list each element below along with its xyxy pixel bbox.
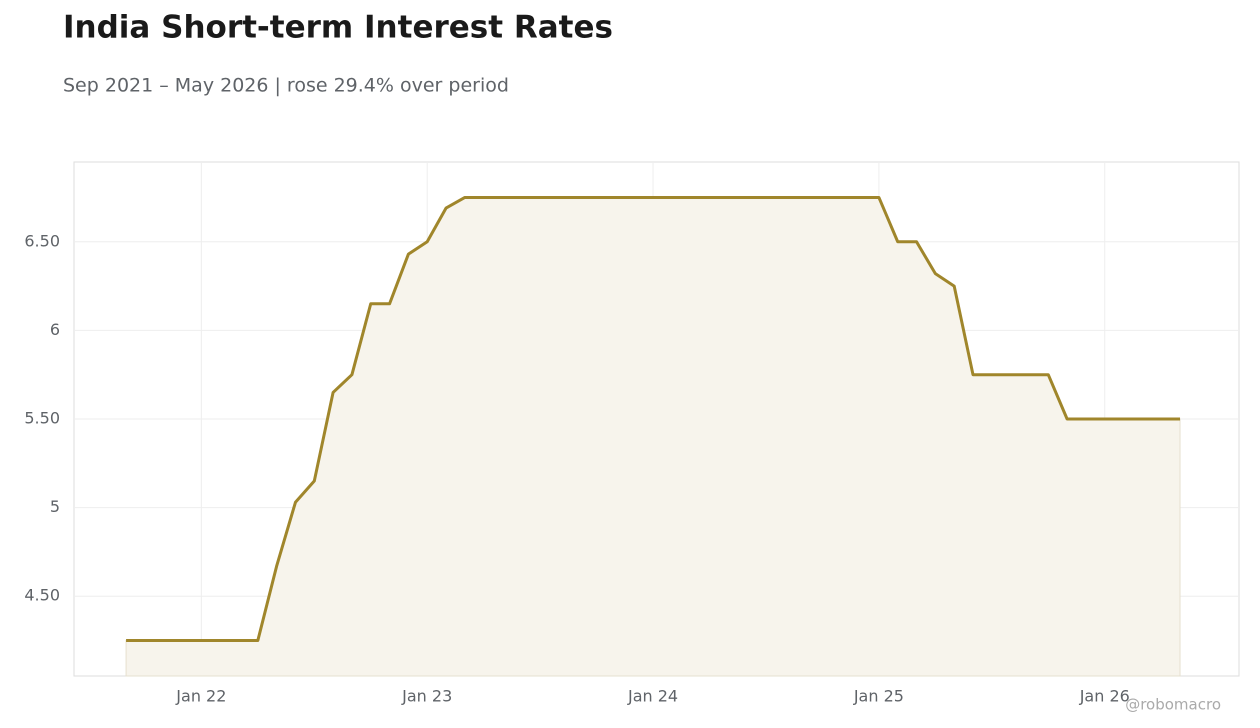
x-tick-label: Jan 23 — [401, 687, 452, 706]
y-tick-label: 6 — [50, 320, 60, 339]
x-tick-label: Jan 26 — [1079, 687, 1130, 706]
marks — [125, 195, 1181, 677]
watermark: @robomacro — [1125, 696, 1221, 714]
x-tick-label: Jan 25 — [853, 687, 904, 706]
chart-subtitle: Sep 2021 – May 2026 | rose 29.4% over pe… — [63, 75, 509, 97]
y-tick-label: 4.50 — [24, 586, 60, 605]
y-tick-label: 5 — [50, 497, 60, 516]
area — [125, 196, 1181, 677]
y-tick-label: 5.50 — [24, 409, 60, 428]
chart-title: India Short-term Interest Rates — [63, 10, 613, 46]
x-tick-label: Jan 24 — [627, 687, 678, 706]
line — [126, 195, 1181, 643]
labels: 4.50 5 5.50 6 6.50 Jan 22 Jan 23 Jan 24 Jan 25 Ja… — [24, 231, 1129, 705]
x-tick-label: Jan 22 — [175, 687, 226, 706]
y-tick-label: 6.50 — [24, 231, 60, 250]
